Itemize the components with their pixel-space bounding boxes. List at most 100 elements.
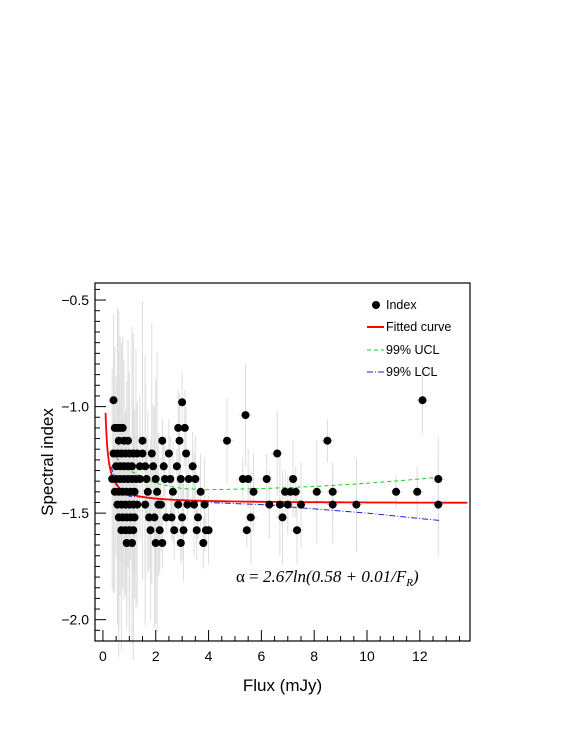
- data-point: [158, 539, 167, 547]
- data-point: [183, 500, 192, 509]
- legend: Index Fitted curve 99% UCL 99% LCL: [367, 298, 451, 379]
- data-point: [192, 526, 201, 535]
- data-point: [392, 487, 401, 496]
- data-point: [166, 475, 175, 483]
- data-point: [190, 500, 198, 509]
- data-point: [109, 396, 118, 405]
- data-point: [141, 462, 150, 471]
- data-point: [184, 475, 193, 483]
- data-point: [141, 500, 150, 509]
- data-point: [174, 423, 183, 432]
- data-point: [328, 487, 337, 496]
- legend-ucl-label: 99% UCL: [386, 343, 440, 357]
- data-point: [242, 526, 251, 535]
- y-tick-label: −1.5: [61, 505, 89, 521]
- data-point: [146, 526, 155, 535]
- data-point: [178, 513, 187, 522]
- data-point: [170, 526, 179, 535]
- data-point: [223, 436, 231, 445]
- data-point: [168, 487, 177, 496]
- data-point: [118, 423, 127, 432]
- data-point: [157, 500, 165, 509]
- data-point: [129, 526, 138, 535]
- y-axis-label: Spectral index: [38, 408, 57, 516]
- data-points: [108, 396, 443, 547]
- y-tick-label: −0.5: [61, 292, 89, 308]
- data-point: [155, 526, 164, 535]
- y-tick-label: −1.0: [61, 399, 89, 415]
- data-point: [151, 475, 160, 483]
- data-point: [159, 462, 168, 471]
- ucl-curve: [115, 457, 442, 491]
- data-point: [175, 436, 184, 445]
- fit-equation-subscript: R: [405, 577, 413, 589]
- data-point: [246, 513, 255, 522]
- data-point: [182, 449, 191, 458]
- data-point: [130, 487, 139, 496]
- x-tick-label: 12: [412, 648, 428, 664]
- x-tick-label: 6: [257, 648, 265, 664]
- data-point: [149, 462, 158, 471]
- data-point: [323, 436, 332, 445]
- data-point: [328, 500, 337, 509]
- data-point: [143, 487, 152, 496]
- data-point: [413, 487, 422, 496]
- data-point: [172, 462, 181, 471]
- data-point: [135, 475, 144, 483]
- lcl-curve: [110, 466, 442, 522]
- x-axis-label: Flux (mJy): [243, 676, 322, 695]
- data-point: [164, 449, 173, 458]
- data-point: [128, 539, 136, 547]
- data-point: [194, 513, 202, 522]
- x-tick-label: 4: [205, 648, 213, 664]
- fit-equation-formula: 2.67ln(0.58 + 0.01/F: [263, 567, 407, 586]
- data-point: [167, 513, 176, 522]
- data-point: [262, 475, 271, 483]
- data-point: [293, 526, 301, 535]
- data-point: [352, 500, 361, 509]
- data-point: [241, 411, 250, 420]
- data-point: [178, 398, 187, 407]
- data-point: [434, 475, 443, 483]
- data-point: [249, 487, 258, 496]
- data-point: [128, 462, 136, 471]
- data-point: [289, 475, 298, 483]
- data-point: [124, 436, 132, 445]
- data-point: [200, 500, 209, 509]
- data-point: [418, 396, 427, 405]
- y-tick-label: −2.0: [61, 612, 89, 628]
- axes: 0 2 4 6 8 10 12 −0.5 −1.0 −1.5 −2.0: [61, 288, 460, 664]
- data-point: [180, 423, 189, 432]
- data-point: [196, 487, 205, 496]
- plot-frame: [94, 282, 471, 642]
- legend-fitted-curve-label: Fitted curve: [386, 320, 451, 334]
- data-point: [133, 500, 142, 509]
- data-point: [150, 513, 159, 522]
- data-point: [244, 475, 253, 483]
- x-tick-label: 2: [152, 648, 160, 664]
- fit-equation-suffix: ): [412, 567, 419, 586]
- legend-lcl-label: 99% LCL: [386, 365, 437, 379]
- data-point: [130, 513, 139, 522]
- data-point: [176, 539, 185, 547]
- data-point: [275, 500, 284, 509]
- data-point: [204, 526, 213, 535]
- fit-equation: α = 2.67ln(0.58 + 0.01/FR): [236, 567, 419, 589]
- data-point: [179, 526, 188, 535]
- data-point: [153, 487, 162, 496]
- data-point: [174, 500, 183, 509]
- x-tick-label: 0: [99, 648, 107, 664]
- data-point: [158, 436, 167, 445]
- data-point: [142, 475, 151, 483]
- data-point: [138, 449, 147, 458]
- legend-index-label: Index: [386, 298, 417, 312]
- data-point: [147, 449, 156, 458]
- x-tick-label: 8: [310, 648, 318, 664]
- data-point: [434, 500, 443, 509]
- legend-index-marker: [372, 301, 380, 309]
- data-point: [138, 436, 147, 445]
- fit-equation-prefix: α =: [236, 567, 263, 586]
- data-point: [151, 539, 160, 547]
- data-point: [273, 449, 282, 458]
